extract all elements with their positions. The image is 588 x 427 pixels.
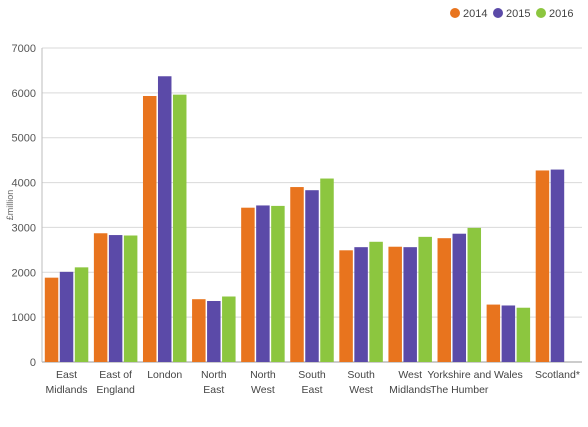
- x-tick-label: North West: [250, 369, 276, 396]
- legend-label: 2014: [463, 8, 487, 20]
- bar: [172, 94, 187, 362]
- y-tick-label: 3000: [12, 222, 36, 234]
- y-tick-label: 7000: [12, 43, 36, 55]
- y-tick-label: 6000: [12, 88, 36, 100]
- bar: [290, 187, 304, 362]
- bar: [467, 227, 482, 362]
- bar: [93, 233, 108, 362]
- bars: [44, 76, 565, 363]
- bar: [108, 235, 123, 362]
- x-tick-label: South East: [298, 369, 326, 396]
- bar: [369, 241, 383, 362]
- bar: [516, 307, 531, 362]
- x-tick-label: West Midlands: [389, 369, 431, 396]
- legend-swatch: [450, 8, 460, 18]
- bar: [486, 304, 501, 362]
- x-tick-label: London: [147, 369, 182, 381]
- bar: [501, 305, 516, 362]
- bar: [74, 267, 89, 362]
- y-tick-label: 4000: [12, 178, 36, 190]
- x-axis: East Midlands East of England London North Eas…: [46, 369, 580, 396]
- x-tick-label: North East: [201, 369, 227, 396]
- bar: [192, 299, 206, 362]
- bar: [241, 207, 255, 362]
- x-tick-label: South West: [347, 369, 375, 396]
- bar: [59, 271, 74, 362]
- bar: [550, 169, 565, 362]
- y-tick-label: 1000: [12, 312, 36, 324]
- bar: [354, 247, 368, 362]
- bar: [256, 205, 270, 362]
- bar: [535, 170, 550, 362]
- bar: [418, 236, 432, 362]
- bar: [157, 76, 172, 362]
- x-tick-label: Scotland*: [535, 369, 580, 381]
- bar: [388, 246, 402, 362]
- legend-label: 2016: [549, 8, 573, 20]
- bar: [44, 277, 59, 362]
- bar: [339, 250, 353, 362]
- bar: [123, 235, 138, 362]
- bar: [271, 205, 285, 362]
- x-tick-label: East of England: [96, 369, 135, 396]
- bar: [452, 233, 467, 362]
- y-axis: 0 1000 2000 3000 4000 5000 6000 7000: [12, 43, 43, 369]
- legend-swatch: [493, 8, 503, 18]
- y-axis-label: £million: [5, 190, 15, 221]
- bar: [207, 300, 221, 362]
- legend: 2014 2015 2016: [450, 8, 573, 20]
- legend-swatch: [536, 8, 546, 18]
- x-tick-label: Yorkshire and The Humber: [427, 369, 491, 396]
- bar: [403, 247, 417, 362]
- y-tick-label: 0: [30, 357, 36, 369]
- bar: [222, 296, 236, 362]
- bar: [320, 178, 334, 362]
- y-tick-label: 2000: [12, 267, 36, 279]
- bar: [437, 238, 452, 362]
- y-tick-label: 5000: [12, 133, 36, 145]
- bar: [142, 95, 157, 363]
- x-tick-label: East Midlands: [46, 369, 88, 396]
- legend-label: 2015: [506, 8, 530, 20]
- bar: [305, 190, 319, 362]
- x-tick-label: Wales: [494, 369, 523, 381]
